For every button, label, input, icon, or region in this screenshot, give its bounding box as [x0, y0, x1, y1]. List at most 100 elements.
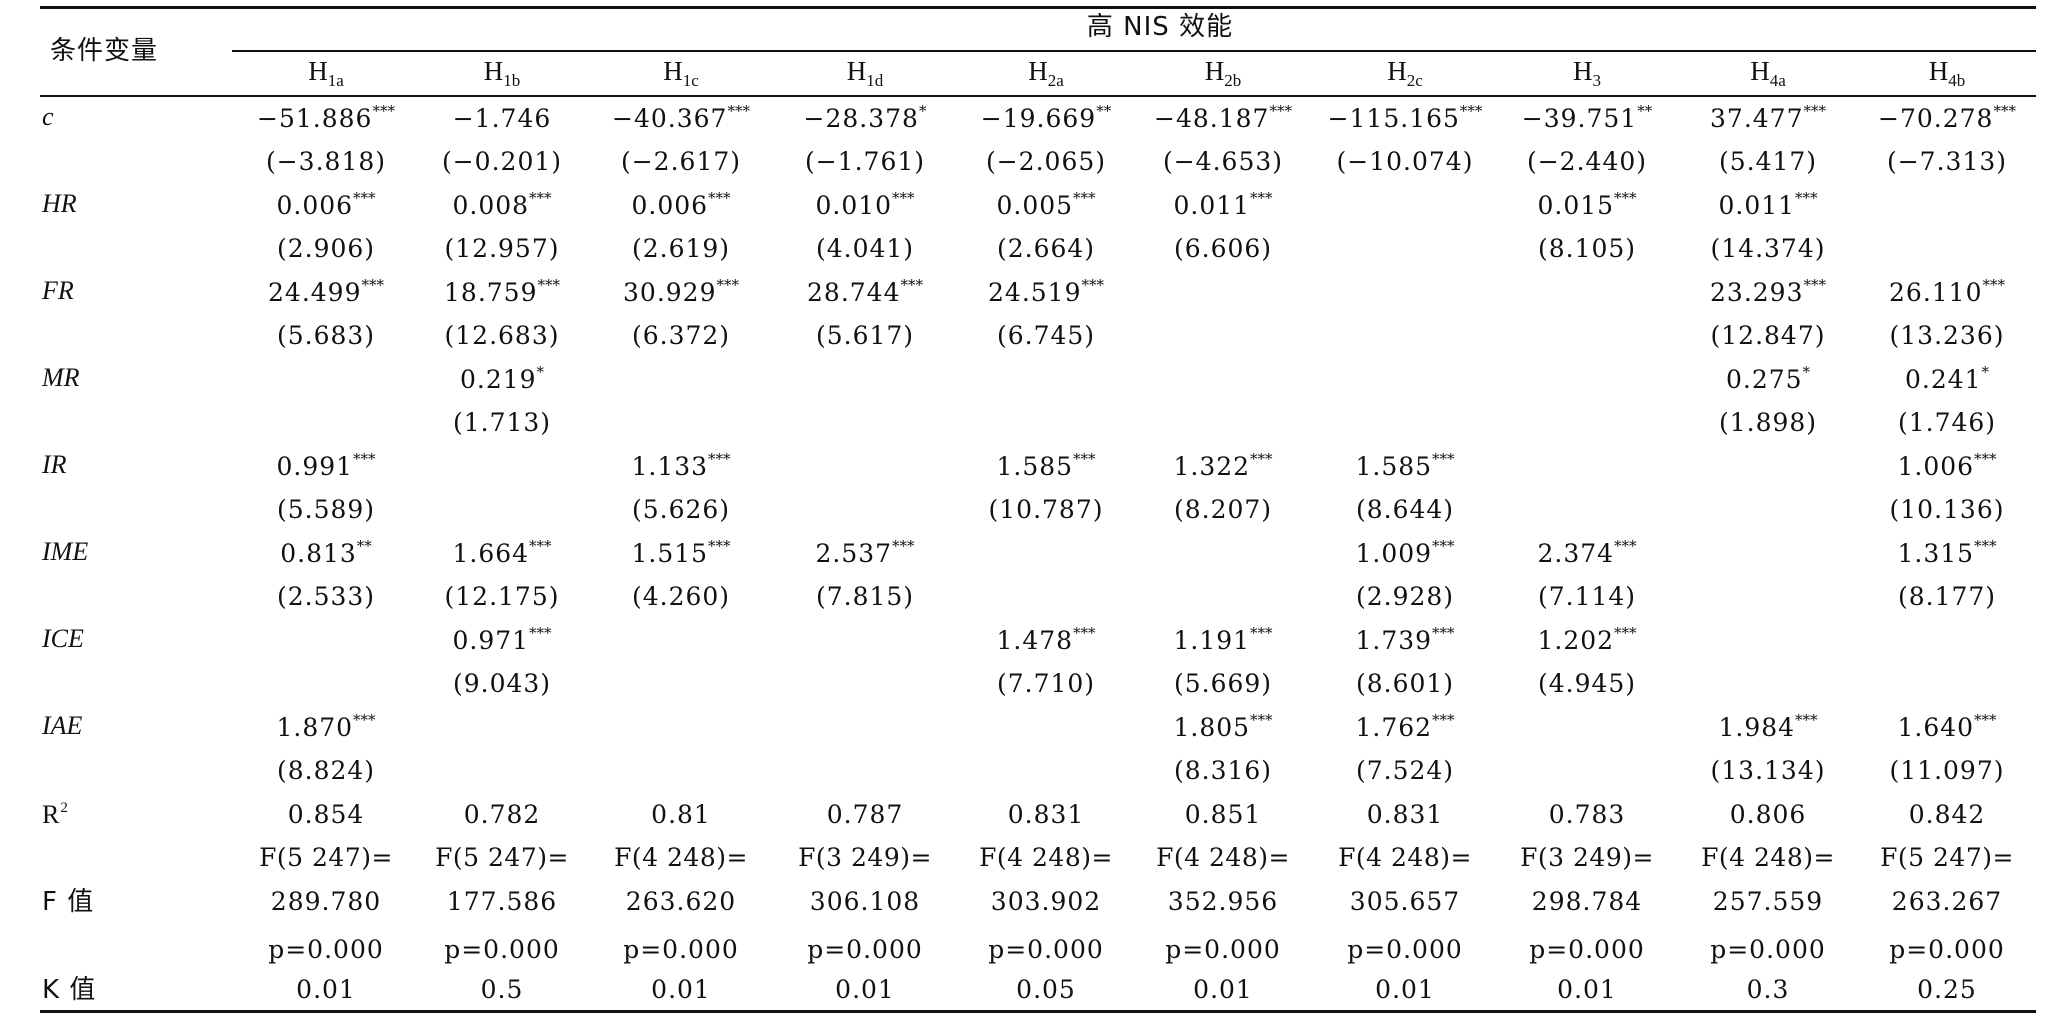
r-squared-value: 0.782	[463, 800, 541, 829]
coefficient-value: 1.191	[1173, 626, 1251, 655]
coefficient-cell: 0.015***	[1537, 189, 1636, 224]
coefficient-value: 1.870	[276, 713, 354, 742]
group-rule	[232, 50, 2036, 52]
t-statistic-cell: (8.824)	[276, 756, 376, 785]
p-value: p=0.000	[807, 935, 923, 964]
coefficient-value: 0.971	[452, 626, 530, 655]
coefficient-cell: 0.241*	[1905, 363, 1990, 398]
coefficient-value: 0.275	[1725, 365, 1803, 394]
t-statistic-cell: (1.713)	[452, 408, 552, 437]
coefficient-value: 24.499	[268, 278, 362, 307]
coefficient-cell: 37.477***	[1710, 102, 1826, 137]
significance-stars: ***	[1459, 102, 1483, 120]
coefficient-value: 0.010	[815, 191, 893, 220]
t-statistic-cell: (13.236)	[1889, 321, 2005, 350]
k-value: 0.01	[835, 975, 895, 1004]
k-value: 0.25	[1917, 975, 1977, 1004]
significance-stars: *	[1802, 363, 1811, 381]
k-value: 0.01	[296, 975, 356, 1004]
coefficient-value: 0.006	[631, 191, 709, 220]
t-statistic-cell: (7.114)	[1537, 582, 1637, 611]
significance-stars: ***	[372, 102, 395, 120]
row-label: IR	[42, 450, 67, 479]
significance-stars: ***	[1432, 711, 1455, 729]
p-value: p=0.000	[988, 935, 1104, 964]
coefficient-cell: 0.006***	[276, 189, 375, 224]
f-degrees-of-freedom: F(5 247)=	[435, 843, 569, 872]
significance-stars: ***	[892, 189, 915, 207]
coefficient-value: 1.315	[1897, 539, 1975, 568]
t-statistic-cell: (−3.818)	[265, 147, 387, 176]
coefficient-value: 2.537	[815, 539, 893, 568]
t-statistic-cell: (2.664)	[996, 234, 1096, 263]
coefficient-value: 1.006	[1897, 452, 1975, 481]
p-value: p=0.000	[1347, 935, 1463, 964]
column-header: H2c	[1387, 56, 1423, 90]
coefficient-cell: −115.165***	[1327, 102, 1483, 137]
group-header: 高 NIS 效能	[1086, 12, 1234, 42]
coefficient-cell: 1.664***	[452, 537, 551, 572]
column-header: H4b	[1929, 56, 1966, 90]
coefficient-value: 18.759	[444, 278, 538, 307]
column-header-subscript: 2b	[1224, 71, 1242, 90]
t-statistic-cell: (8.316)	[1173, 756, 1273, 785]
significance-stars: ***	[1803, 102, 1826, 120]
coefficient-value: 1.009	[1355, 539, 1433, 568]
significance-stars: **	[356, 537, 372, 555]
coefficient-cell: 0.971***	[452, 624, 552, 659]
f-statistic-value: 306.108	[809, 887, 921, 916]
significance-stars: ***	[716, 276, 739, 294]
f-degrees-of-freedom: F(4 248)=	[979, 843, 1113, 872]
significance-stars: *	[1981, 363, 1990, 381]
k-value: 0.01	[1193, 975, 1253, 1004]
r-squared-value: 0.783	[1548, 800, 1626, 829]
top-rule	[40, 6, 2036, 9]
coefficient-cell: 0.005***	[996, 189, 1095, 224]
coefficient-cell: 0.008***	[452, 189, 552, 224]
f-statistic-value: 298.784	[1531, 887, 1643, 916]
coefficient-value: 1.984	[1718, 713, 1796, 742]
coefficient-value: 1.585	[996, 452, 1074, 481]
coefficient-cell: 1.762***	[1355, 711, 1455, 746]
t-statistic-cell: (7.524)	[1355, 756, 1455, 785]
coefficient-cell: 1.585***	[1355, 450, 1454, 485]
coefficient-cell: −48.187***	[1154, 102, 1292, 137]
significance-stars: ***	[529, 189, 552, 207]
r-squared-value: 0.842	[1908, 800, 1986, 829]
row-label: IME	[42, 537, 89, 566]
t-statistic-cell: (9.043)	[452, 669, 552, 698]
coefficient-value: 0.015	[1537, 191, 1615, 220]
coefficient-cell: 26.110***	[1889, 276, 2005, 311]
coefficient-value: 1.202	[1537, 626, 1615, 655]
column-header-base: H	[308, 56, 328, 86]
row-label: ICE	[42, 624, 84, 653]
coefficient-cell: −19.669**	[981, 102, 1111, 137]
t-statistic-cell: (6.745)	[996, 321, 1096, 350]
column-header-base: H	[1028, 56, 1048, 86]
coefficient-cell: 1.870***	[276, 711, 375, 746]
coefficient-value: −40.367	[612, 104, 728, 133]
f-statistic-value: 177.586	[446, 887, 558, 916]
significance-stars: ***	[1974, 537, 1997, 555]
t-statistic-cell: (−4.653)	[1162, 147, 1284, 176]
significance-stars: ***	[529, 624, 552, 642]
coefficient-cell: 0.219*	[460, 363, 544, 398]
coefficient-value: −51.886	[257, 104, 373, 133]
column-header: H2a	[1028, 56, 1064, 90]
coefficient-cell: 1.984***	[1718, 711, 1817, 746]
significance-stars: ***	[353, 450, 376, 468]
coefficient-value: 1.515	[631, 539, 709, 568]
coefficient-cell: −1.746	[453, 104, 552, 134]
significance-stars: ***	[708, 537, 731, 555]
header-rule	[40, 95, 2036, 97]
significance-stars: ***	[537, 276, 560, 294]
coefficient-value: −115.165	[1327, 104, 1460, 133]
coefficient-value: 1.664	[452, 539, 530, 568]
t-statistic-cell: (7.815)	[815, 582, 915, 611]
significance-stars: ***	[1974, 450, 1997, 468]
coefficient-cell: 1.585***	[996, 450, 1095, 485]
coefficient-cell: 1.202***	[1537, 624, 1636, 659]
column-header-base: H	[1387, 56, 1407, 86]
significance-stars: ***	[1803, 276, 1826, 294]
coefficient-value: 1.322	[1173, 452, 1251, 481]
